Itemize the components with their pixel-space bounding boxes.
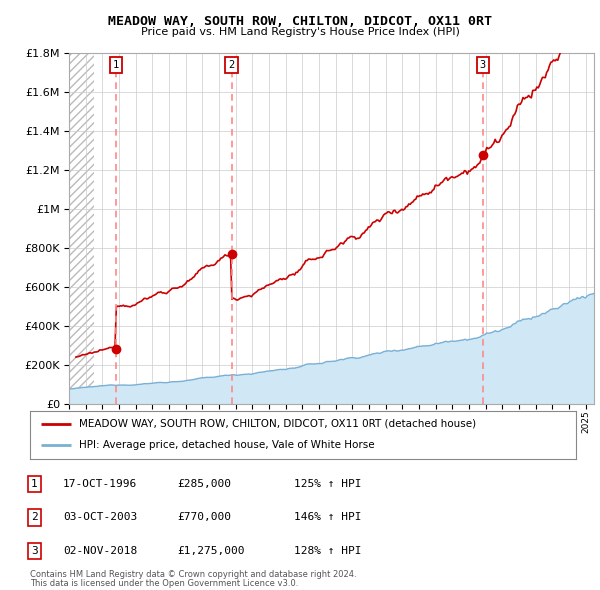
Text: HPI: Average price, detached house, Vale of White Horse: HPI: Average price, detached house, Vale… — [79, 441, 375, 451]
Text: MEADOW WAY, SOUTH ROW, CHILTON, DIDCOT, OX11 0RT: MEADOW WAY, SOUTH ROW, CHILTON, DIDCOT, … — [108, 15, 492, 28]
Text: 1: 1 — [113, 60, 119, 70]
Text: 3: 3 — [31, 546, 38, 556]
Text: £1,275,000: £1,275,000 — [177, 546, 245, 556]
Bar — [69, 53, 94, 404]
Text: 3: 3 — [480, 60, 486, 70]
Text: Price paid vs. HM Land Registry's House Price Index (HPI): Price paid vs. HM Land Registry's House … — [140, 27, 460, 37]
Text: Contains HM Land Registry data © Crown copyright and database right 2024.: Contains HM Land Registry data © Crown c… — [30, 571, 356, 579]
Text: £285,000: £285,000 — [177, 479, 231, 489]
Text: MEADOW WAY, SOUTH ROW, CHILTON, DIDCOT, OX11 0RT (detached house): MEADOW WAY, SOUTH ROW, CHILTON, DIDCOT, … — [79, 419, 476, 429]
Text: 1: 1 — [31, 479, 38, 489]
Text: 146% ↑ HPI: 146% ↑ HPI — [294, 513, 361, 522]
Text: 02-NOV-2018: 02-NOV-2018 — [63, 546, 137, 556]
Text: This data is licensed under the Open Government Licence v3.0.: This data is licensed under the Open Gov… — [30, 579, 298, 588]
Text: 03-OCT-2003: 03-OCT-2003 — [63, 513, 137, 522]
Text: £770,000: £770,000 — [177, 513, 231, 522]
Text: 125% ↑ HPI: 125% ↑ HPI — [294, 479, 361, 489]
Text: 128% ↑ HPI: 128% ↑ HPI — [294, 546, 361, 556]
Text: 17-OCT-1996: 17-OCT-1996 — [63, 479, 137, 489]
Text: 2: 2 — [31, 513, 38, 522]
Text: 2: 2 — [229, 60, 235, 70]
